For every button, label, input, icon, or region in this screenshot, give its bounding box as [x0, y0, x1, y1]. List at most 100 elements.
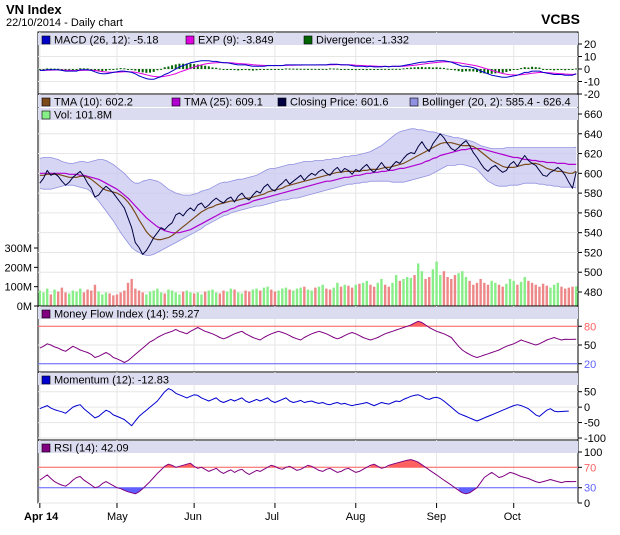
rsi-tick-label: 70	[584, 462, 596, 474]
volume-bar	[181, 291, 185, 306]
macd-divergence-bar	[255, 69, 258, 71]
macd-divergence-bar	[542, 68, 545, 70]
mfi-tick-label: 80	[584, 321, 596, 333]
macd-divergence-bar	[182, 63, 185, 69]
macd-divergence-bar	[553, 69, 556, 71]
volume-bar	[545, 285, 548, 306]
volume-bar	[45, 288, 49, 306]
volume-bar	[464, 277, 468, 306]
volume-bar	[167, 289, 170, 306]
price-tick-label: 600	[584, 168, 602, 180]
volume-bar	[306, 289, 310, 306]
macd-divergence-bar	[310, 68, 313, 70]
macd-divergence-bar	[468, 69, 471, 72]
volume-bar	[497, 284, 501, 306]
macd-divergence-bar	[211, 67, 214, 69]
volume-bar	[273, 291, 277, 306]
volume-bar	[225, 291, 229, 306]
volume-bar	[292, 290, 295, 306]
macd-divergence-bar	[108, 69, 111, 70]
macd-line	[39, 60, 577, 80]
macd-divergence-bar	[200, 64, 203, 69]
macd-divergence-bar	[138, 69, 141, 72]
volume-bar	[284, 287, 288, 306]
volume-bar	[328, 289, 332, 306]
macd-divergence-bar	[97, 69, 100, 72]
volume-bar	[42, 292, 45, 306]
volume-bar	[60, 287, 64, 306]
volume-bar	[508, 278, 512, 306]
volume-bar	[141, 292, 144, 306]
volume-bar	[490, 280, 493, 306]
macd-divergence-bar	[560, 69, 563, 70]
macd-divergence-bar	[60, 69, 63, 70]
brand-label: VCBS	[541, 11, 580, 27]
volume-bar	[49, 294, 53, 306]
macd-divergence-bar	[398, 68, 401, 70]
momentum-tick-label: 50	[584, 387, 596, 399]
macd-divergence-bar	[395, 68, 398, 70]
volume-bar	[115, 294, 119, 306]
macd-divergence-bar	[112, 69, 115, 70]
volume-bar	[262, 287, 266, 306]
mfi-legend-bar	[38, 307, 578, 319]
price-legend-swatch	[277, 97, 287, 107]
volume-bar	[112, 295, 115, 306]
volume-bar	[148, 291, 152, 306]
x-axis-label: Aug	[346, 511, 366, 523]
macd-divergence-bar	[402, 68, 405, 70]
momentum-tick-label: -50	[584, 418, 600, 430]
volume-bar	[391, 282, 394, 306]
macd-divergence-bar	[273, 69, 276, 70]
macd-divergence-bar	[512, 69, 515, 70]
price-legend-label: Closing Price: 601.6	[290, 97, 388, 109]
closing-price-line	[39, 133, 577, 255]
macd-divergence-bar	[196, 64, 199, 69]
macd-divergence-bar	[461, 69, 464, 72]
macd-divergence-bar	[336, 68, 339, 70]
x-axis-label: Jul	[265, 511, 279, 523]
volume-bar	[218, 293, 222, 306]
mfi-tick-label: 20	[584, 359, 596, 371]
volume-bar	[79, 288, 82, 306]
macd-divergence-bar	[115, 68, 118, 70]
macd-divergence-bar	[42, 69, 45, 70]
volume-bar	[321, 284, 324, 306]
volume-bar	[200, 294, 203, 306]
rsi-legend-bar	[38, 441, 578, 453]
macd-divergence-bar	[68, 69, 71, 70]
mfi-line	[39, 320, 577, 363]
bollinger-upper-line	[39, 128, 577, 196]
rsi-tick-label: 30	[584, 483, 596, 495]
macd-tick-label: 20	[584, 39, 596, 51]
volume-bar	[156, 288, 159, 306]
volume-bar	[303, 286, 306, 306]
macd-tick-label: 0	[584, 64, 590, 76]
volume-bar	[123, 290, 126, 306]
volume-bar	[380, 278, 383, 306]
x-axis-label: Jun	[184, 511, 202, 523]
macd-divergence-bar	[354, 69, 357, 71]
tma10-line	[39, 142, 577, 241]
macd-divergence-bar	[516, 69, 519, 70]
volume-bar	[347, 285, 350, 306]
volume-bar	[207, 290, 211, 306]
volume-bar	[82, 292, 86, 306]
macd-divergence-bar	[351, 69, 354, 70]
volume-bar	[240, 293, 244, 306]
volume-bar	[450, 278, 453, 306]
rsi-line	[39, 459, 577, 495]
macd-divergence-bar	[450, 69, 453, 70]
volume-bar	[435, 261, 438, 306]
macd-divergence-bar	[564, 69, 567, 71]
macd-divergence-bar	[75, 69, 78, 70]
macd-divergence-bar	[266, 69, 269, 70]
macd-divergence-bar	[141, 69, 144, 73]
macd-divergence-bar	[277, 69, 280, 70]
macd-divergence-bar	[417, 67, 420, 69]
rsi-overbought-area	[164, 459, 426, 468]
volume-bar	[222, 290, 225, 306]
macd-divergence-bar	[332, 68, 335, 70]
macd-divergence-bar	[380, 69, 383, 70]
volume-bar	[439, 275, 442, 306]
